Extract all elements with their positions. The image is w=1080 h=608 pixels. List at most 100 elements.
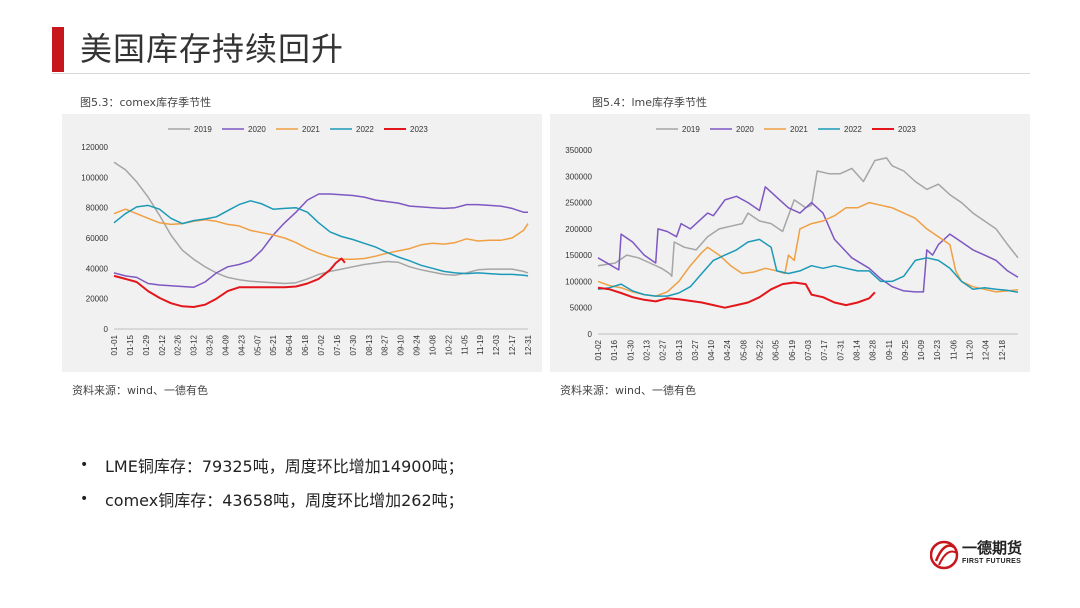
lme-inventory-chart: 0 50000 100000 150000 200000 250000 300000 3500… — [565, 125, 1019, 360]
y-tick-label: 40000 — [86, 264, 109, 273]
y-tick-label: 200000 — [565, 225, 592, 234]
legend-label-2021: 2021 — [790, 125, 808, 134]
y-tick-label: 50000 — [570, 304, 593, 313]
x-tick-label: 11-05 — [460, 334, 469, 354]
y-tick-label: 100000 — [81, 173, 108, 182]
bullet-dot-icon: • — [80, 491, 89, 507]
x-tick-label: 08-27 — [381, 334, 390, 355]
x-tick-label: 07-02 — [317, 334, 326, 355]
x-tick-label: 03-13 — [675, 339, 684, 360]
x-tick-label: 09-11 — [885, 339, 894, 359]
x-tick-label: 10-09 — [917, 339, 926, 360]
company-logo: 一德期货 FIRST FUTURES — [930, 535, 1040, 575]
bullet-text-comex: comex铜库存：43658吨，周度环比增加262吨； — [105, 491, 464, 510]
series-line-2020 — [597, 186, 1019, 293]
bullet-dot-icon: • — [80, 457, 89, 473]
legend-label-2023: 2023 — [410, 125, 428, 134]
legend-label-2022: 2022 — [844, 125, 862, 134]
series-line-2023 — [597, 281, 876, 309]
x-tick-label: 01-29 — [142, 334, 151, 355]
x-tick-label: 07-03 — [804, 339, 813, 360]
bullet-item: • comex铜库存：43658吨，周度环比增加262吨； — [80, 482, 464, 516]
x-tick-label: 10-08 — [428, 334, 437, 355]
x-tick-label: 12-18 — [998, 339, 1007, 360]
x-tick-label: 06-05 — [772, 339, 781, 360]
series-line-2023 — [113, 257, 346, 308]
x-tick-label: 07-31 — [836, 339, 845, 360]
legend-label-2023: 2023 — [898, 125, 916, 134]
x-tick-label: 02-12 — [158, 334, 167, 355]
y-tick-label: 60000 — [86, 234, 109, 243]
series-line-2021 — [597, 201, 1019, 297]
x-tick-label: 01-01 — [110, 334, 119, 355]
x-tick-label: 10-23 — [933, 339, 942, 360]
x-tick-label: 07-30 — [349, 334, 358, 355]
y-tick-label: 350000 — [565, 146, 592, 155]
y-tick-label: 150000 — [565, 251, 592, 260]
x-tick-label: 12-31 — [524, 334, 533, 355]
x-tick-label: 11-20 — [966, 339, 975, 359]
y-tick-label: 0 — [588, 330, 593, 339]
x-tick-label: 06-19 — [788, 339, 797, 360]
chart-source-lme: 资料来源：wind、一德有色 — [560, 384, 697, 397]
y-tick-label: 80000 — [86, 204, 109, 213]
x-tick-label: 07-16 — [333, 334, 342, 355]
x-tick-label: 05-21 — [269, 334, 278, 355]
series-line-2019 — [113, 161, 529, 285]
x-tick-label: 05-22 — [756, 339, 765, 360]
x-tick-label: 01-15 — [126, 334, 135, 355]
x-tick-label: 02-26 — [174, 334, 183, 355]
y-tick-label: 250000 — [565, 199, 592, 208]
chart-source-comex: 资料来源：wind、一德有色 — [72, 384, 209, 397]
x-tick-label: 01-02 — [594, 339, 603, 360]
x-tick-label: 08-28 — [869, 339, 878, 360]
bullet-list: • LME铜库存：79325吨，周度环比增加14900吨； • comex铜库存… — [80, 448, 464, 516]
x-tick-label: 06-04 — [285, 334, 294, 355]
x-tick-label: 10-22 — [444, 334, 453, 355]
x-tick-label: 09-24 — [413, 334, 422, 355]
x-tick-label: 04-23 — [237, 334, 246, 355]
x-tick-label: 09-10 — [397, 334, 406, 355]
page-title: 美国库存持续回升 — [80, 30, 345, 68]
chart-caption-comex: 图5.3：comex库存季节性 — [80, 96, 212, 109]
x-tick-label: 02-27 — [659, 339, 668, 360]
x-tick-label: 11-19 — [476, 334, 485, 354]
logo-name-en: FIRST FUTURES — [962, 558, 1022, 565]
y-tick-label: 20000 — [86, 295, 109, 304]
legend-label-2019: 2019 — [682, 125, 700, 134]
x-tick-label: 03-27 — [691, 339, 700, 360]
series-line-2022 — [113, 200, 529, 277]
x-tick-label: 08-14 — [852, 339, 861, 360]
y-tick-label: 100000 — [565, 277, 592, 286]
logo-name-cn: 一德期货 — [962, 539, 1023, 557]
series-line-2020 — [113, 193, 528, 289]
x-tick-label: 12-17 — [508, 334, 517, 355]
bullet-text-lme: LME铜库存：79325吨，周度环比增加14900吨； — [105, 457, 464, 476]
x-tick-label: 01-30 — [626, 339, 635, 360]
comex-inventory-chart: 0 20000 40000 60000 80000 100000 120000 01-01 01… — [81, 125, 533, 355]
x-tick-label: 03-12 — [190, 334, 199, 355]
y-tick-label: 0 — [104, 325, 109, 334]
chart-panel-lme: 0 50000 100000 150000 200000 250000 300000 3500… — [550, 114, 1030, 372]
x-tick-label: 12-03 — [492, 334, 501, 355]
x-tick-label: 08-13 — [365, 334, 374, 355]
legend-label-2019: 2019 — [194, 125, 212, 134]
x-tick-label: 03-26 — [206, 334, 215, 355]
y-tick-label: 300000 — [565, 172, 592, 181]
x-tick-label: 11-06 — [949, 339, 958, 359]
legend-label-2020: 2020 — [736, 125, 754, 134]
x-tick-label: 07-17 — [820, 339, 829, 360]
chart-panel-comex: 0 20000 40000 60000 80000 100000 120000 01-01 01… — [62, 114, 542, 372]
x-tick-label: 01-16 — [610, 339, 619, 360]
x-tick-label: 12-04 — [982, 339, 991, 360]
x-tick-label: 09-25 — [901, 339, 910, 360]
x-tick-label: 04-10 — [707, 339, 716, 360]
bullet-item: • LME铜库存：79325吨，周度环比增加14900吨； — [80, 448, 464, 482]
x-tick-label: 06-18 — [301, 334, 310, 355]
x-tick-label: 04-24 — [723, 339, 732, 360]
y-tick-label: 120000 — [81, 143, 108, 152]
series-line-2022 — [597, 238, 1019, 297]
x-tick-label: 02-13 — [642, 339, 651, 360]
x-tick-label: 04-09 — [221, 334, 230, 355]
legend-label-2021: 2021 — [302, 125, 320, 134]
